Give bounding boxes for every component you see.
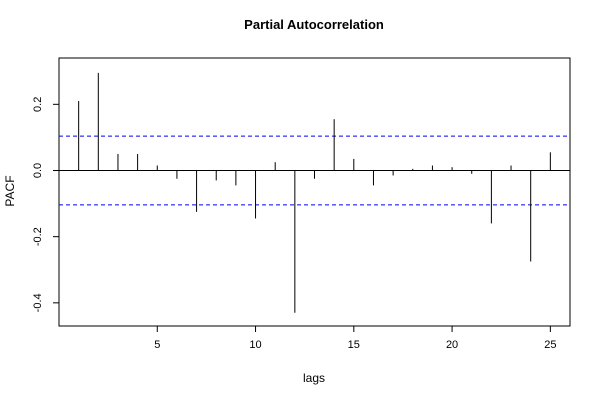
y-tick-label: 0.2 bbox=[32, 97, 44, 112]
x-tick-label: 10 bbox=[249, 339, 261, 351]
confidence-bounds bbox=[59, 135, 570, 206]
x-tick-label: 25 bbox=[544, 339, 556, 351]
plot-frame bbox=[58, 57, 571, 327]
x-axis-label: lags bbox=[303, 371, 325, 385]
pacf-bars bbox=[78, 72, 551, 313]
x-axis: 5 10 15 20 25 bbox=[154, 326, 556, 351]
y-tick-label: -0.2 bbox=[32, 227, 44, 246]
y-tick-label: 0.0 bbox=[32, 163, 44, 178]
y-tick-label: -0.4 bbox=[32, 293, 44, 312]
x-tick-label: 15 bbox=[348, 339, 360, 351]
y-axis: -0.4 -0.2 0.0 0.2 bbox=[32, 97, 59, 312]
x-tick-label: 20 bbox=[446, 339, 458, 351]
x-tick-label: 5 bbox=[154, 339, 160, 351]
y-axis-label: PACF bbox=[3, 175, 17, 206]
chart-title: Partial Autocorrelation bbox=[244, 17, 384, 32]
